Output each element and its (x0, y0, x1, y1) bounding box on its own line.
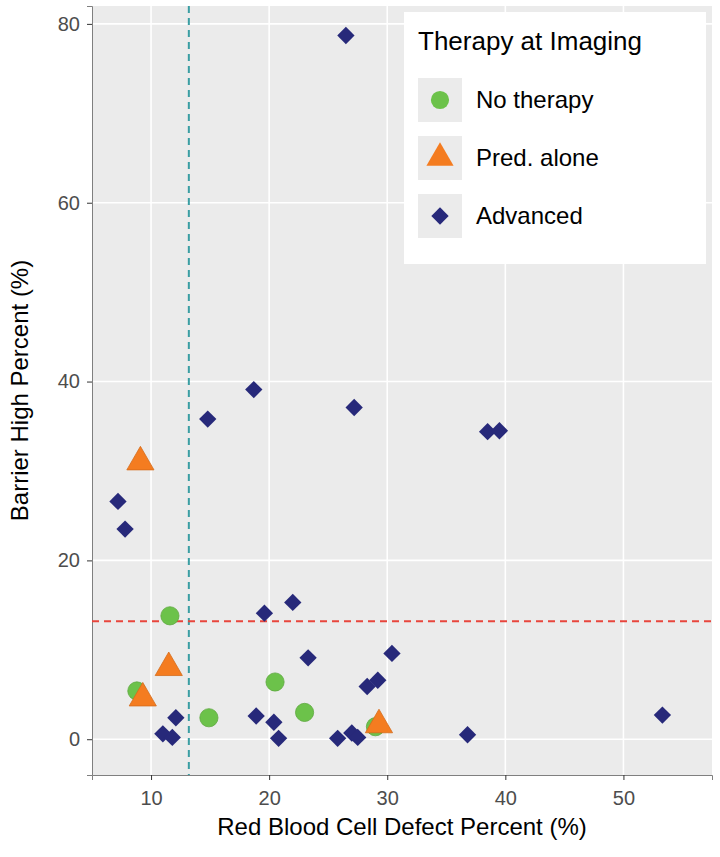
series (127, 446, 393, 732)
tick-label: 10 (140, 787, 162, 809)
point (299, 649, 316, 666)
point (200, 709, 218, 727)
point (167, 709, 184, 726)
point (161, 607, 179, 625)
legend-title: Therapy at Imaging (418, 26, 642, 56)
axis-line (93, 776, 713, 781)
tick-mark (387, 775, 388, 780)
legend-key (418, 194, 462, 238)
point (245, 381, 262, 398)
axis-line (87, 7, 93, 776)
point (116, 520, 133, 537)
tick-label: 80 (58, 13, 80, 35)
x-axis-title: Red Blood Cell Defect Percent (%) (217, 813, 587, 840)
tick: 40 (58, 370, 92, 392)
plot: 10 20 30 40 50 0 20 40 60 80 Therapy at Imaging No … (58, 6, 713, 809)
legend-key (418, 136, 462, 180)
point (129, 682, 156, 706)
tick: 10 (140, 775, 162, 809)
legend-entry: Advanced (418, 194, 583, 238)
tick-label: 30 (377, 787, 399, 809)
grid-line (92, 738, 712, 740)
tick: 40 (495, 775, 517, 809)
tick-mark (505, 775, 506, 780)
point (127, 446, 154, 470)
tick-mark (87, 382, 92, 383)
legend-label: Pred. alone (476, 144, 599, 171)
point (365, 709, 392, 733)
point (359, 678, 376, 695)
point (247, 707, 264, 724)
point (349, 729, 366, 746)
point (459, 726, 476, 743)
tick-mark (623, 775, 624, 780)
legend-entry: No therapy (418, 78, 593, 122)
data-layer (92, 6, 712, 775)
y-axis-title: Barrier High Percent (%) (6, 260, 33, 521)
point (295, 703, 313, 721)
legend-symbol (431, 207, 448, 224)
grid-line (386, 6, 388, 775)
point (654, 706, 671, 723)
reference-line (92, 620, 712, 622)
legend-symbol (431, 91, 449, 109)
tick: 20 (58, 549, 92, 571)
grid-line (268, 6, 270, 775)
tick: 20 (259, 775, 281, 809)
tick-mark (87, 739, 92, 740)
legend-entry: Pred. alone (418, 136, 599, 180)
legend-label: No therapy (476, 86, 593, 113)
tick: 80 (58, 13, 92, 35)
tick-mark (87, 560, 92, 561)
tick: 60 (58, 192, 92, 214)
grid-line (150, 6, 152, 775)
panel-background (92, 6, 712, 775)
point (270, 730, 287, 747)
tick-label: 40 (58, 370, 80, 392)
point (346, 399, 363, 416)
tick-label: 20 (259, 787, 281, 809)
legend-background (404, 12, 706, 264)
point (337, 27, 354, 44)
tick-mark (269, 775, 270, 780)
legend-symbol (426, 142, 453, 166)
tick-label: 50 (613, 787, 635, 809)
point (266, 673, 284, 691)
tick-label: 60 (58, 192, 80, 214)
legend-key (418, 78, 462, 122)
tick: 0 (69, 728, 92, 750)
legend: Therapy at Imaging No therapy Pred. alone A… (404, 12, 706, 264)
tick-mark (87, 203, 92, 204)
point (265, 714, 282, 731)
chart: 10 20 30 40 50 0 20 40 60 80 Therapy at Imaging No … (0, 0, 720, 857)
tick: 30 (377, 775, 399, 809)
point (164, 729, 181, 746)
legend-label: Advanced (476, 202, 583, 229)
tick-mark (151, 775, 152, 780)
tick-label: 40 (495, 787, 517, 809)
point (329, 730, 346, 747)
grid-line (92, 560, 712, 562)
point (256, 604, 273, 621)
tick-mark (87, 24, 92, 25)
tick: 50 (613, 775, 635, 809)
point (109, 493, 126, 510)
point (284, 594, 301, 611)
x-axis: 10 20 30 40 50 (93, 775, 713, 809)
tick-label: 20 (58, 549, 80, 571)
point (491, 422, 508, 439)
point (383, 645, 400, 662)
reference-line (188, 6, 190, 775)
grid-line (92, 381, 712, 383)
series (128, 607, 385, 736)
point (155, 652, 182, 676)
point (199, 410, 216, 427)
tick-label: 0 (69, 728, 80, 750)
y-axis: 0 20 40 60 80 (58, 7, 93, 776)
